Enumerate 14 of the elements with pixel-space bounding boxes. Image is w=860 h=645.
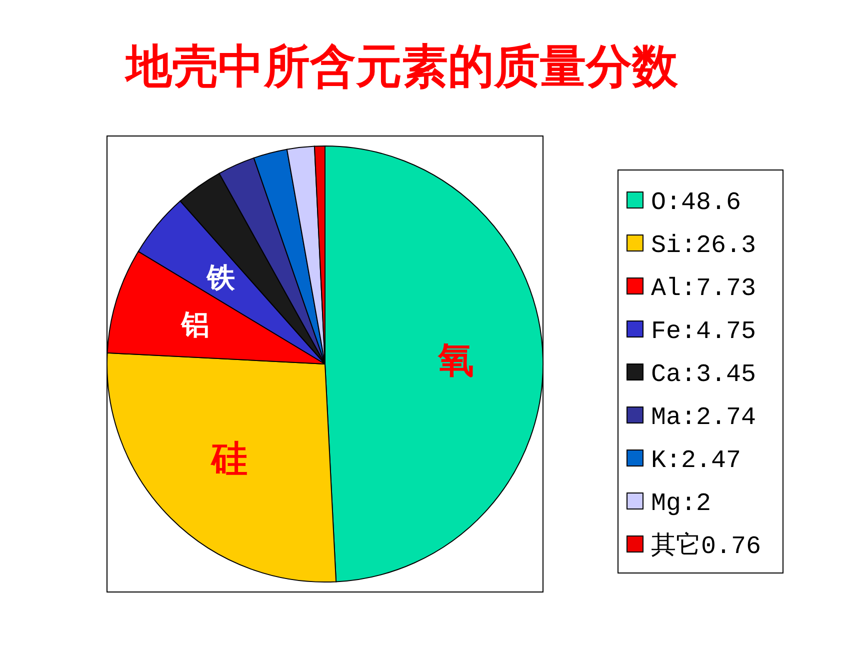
text: 铁 <box>207 261 236 294</box>
legend-label: O:48.6 <box>651 188 742 217</box>
legend-label: Mg:2 <box>651 489 712 518</box>
legend-label: Ma:2.74 <box>651 403 756 432</box>
chart-title: 地壳中所含元素的质量分数 <box>124 39 679 93</box>
legend-label: Ca:3.45 <box>651 360 756 389</box>
text: 铝 <box>182 308 210 341</box>
legend-label: Si:26.3 <box>651 231 756 260</box>
legend-label: 其它0.76 <box>651 531 762 561</box>
legend-label: Al:7.73 <box>651 274 756 303</box>
text: 氧 <box>438 340 474 382</box>
text: 硅 <box>211 439 248 480</box>
legend-label: Fe:4.75 <box>651 317 756 346</box>
legend-label: K:2.47 <box>651 446 742 475</box>
